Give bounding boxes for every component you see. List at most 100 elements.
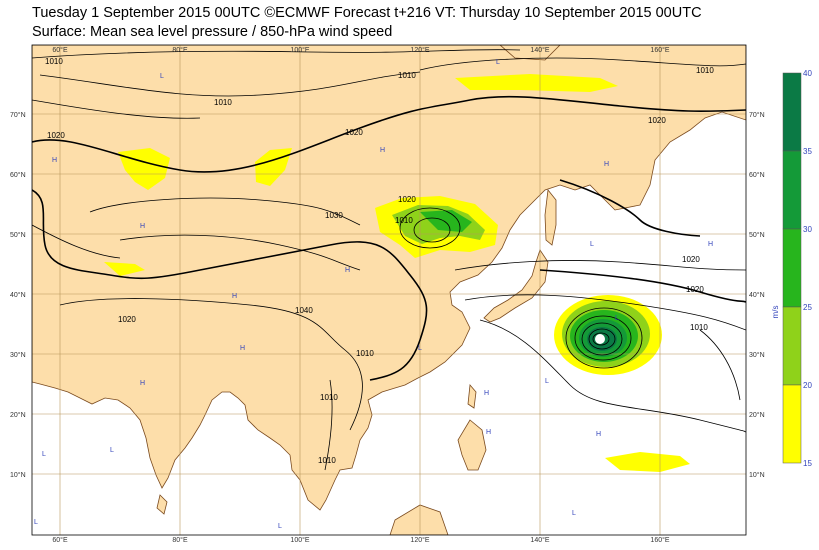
isobar-label: 1010 [398, 71, 416, 80]
japan-land [483, 249, 549, 323]
low-centre-marker: L [110, 447, 114, 454]
high-centre-marker: H [596, 431, 601, 438]
high-centre-marker: H [484, 390, 489, 397]
isobar-label: 1010 [214, 98, 232, 107]
lat-label: 10°N [749, 471, 765, 479]
arctic-islands-land [499, 45, 561, 61]
low-centre-marker: L [496, 59, 500, 66]
isobar-label: 1020 [118, 315, 136, 324]
lon-label: 140°E [530, 46, 549, 54]
lat-label: 30°N [749, 351, 765, 359]
low-centre-marker: L [34, 519, 38, 526]
isobar-label: 1010 [696, 66, 714, 75]
map-frame [31, 44, 747, 536]
high-centre-marker: H [52, 157, 57, 164]
pressure-centres: H H H H H H H H H H H H L L L L L L L L … [34, 59, 713, 530]
low-centre-marker: L [418, 345, 422, 352]
isobar-label: 1020 [682, 255, 700, 264]
isobar-label: 1010 [690, 323, 708, 332]
isobar-label: 1020 [648, 116, 666, 125]
forecast-title: Tuesday 1 September 2015 00UTC ©ECMWF Fo… [32, 5, 702, 21]
high-centre-marker: H [232, 293, 237, 300]
high-centre-marker: H [380, 147, 385, 154]
low-centre-marker: L [278, 523, 282, 530]
colorbar-band [782, 384, 802, 464]
lat-label: 20°N [10, 411, 26, 419]
colorbar-tick-label: 15 [803, 459, 812, 468]
lat-label: 60°N [749, 171, 765, 179]
isobar-label: 1010 [320, 393, 338, 402]
high-centre-marker: H [345, 267, 350, 274]
lat-label: 70°N [10, 111, 26, 119]
colorbar-band [782, 72, 802, 152]
isobar-label: 1020 [398, 195, 416, 204]
lat-label: 10°N [10, 471, 26, 479]
high-centre-marker: H [708, 241, 713, 248]
borneo-land [389, 504, 449, 535]
isobar-label: 1010 [45, 57, 63, 66]
lat-label: 60°N [10, 171, 26, 179]
lon-label: 120°E [410, 536, 429, 544]
high-centre-marker: H [140, 380, 145, 387]
asia-land [32, 45, 746, 511]
srilanka-land [156, 494, 168, 515]
high-centre-marker: H [604, 161, 609, 168]
philippines-land [457, 419, 487, 471]
lon-label: 100°E [290, 46, 309, 54]
colorbar-tick-label: 35 [803, 147, 812, 156]
isobar-labels: 1010 1010 1010 1010 1020 1020 1020 1020 … [45, 57, 714, 465]
isobar-label: 1010 [395, 216, 413, 225]
lon-label: 60°E [52, 536, 68, 544]
high-centre-marker: H [240, 345, 245, 352]
wind-speed-colorbar: 40 35 30 25 20 15 [782, 69, 812, 468]
lon-label: 80°E [172, 536, 188, 544]
isobar-label: 1040 [295, 306, 313, 315]
lon-label: 140°E [530, 536, 549, 544]
colorbar-band [782, 306, 802, 386]
forecast-subtitle: Surface: Mean sea level pressure / 850-h… [32, 24, 393, 40]
lat-label: 50°N [10, 231, 26, 239]
colorbar-band [782, 150, 802, 230]
lon-label: 60°E [52, 46, 68, 54]
colorbar-band [782, 228, 802, 308]
colorbar-tick-label: 20 [803, 381, 812, 390]
lon-label: 160°E [650, 536, 669, 544]
high-centre-marker: H [486, 429, 491, 436]
isobar-label: 1010 [318, 456, 336, 465]
colorbar-tick-label: 30 [803, 225, 812, 234]
isobar-label: 1010 [356, 349, 374, 358]
lon-labels-bottom: 60°E 80°E 100°E 120°E 140°E 160°E [52, 536, 670, 544]
high-centre-marker: H [140, 223, 145, 230]
colorbar-tick-label: 40 [803, 69, 812, 78]
lat-label: 30°N [10, 351, 26, 359]
lat-labels-left: 70°N 60°N 50°N 40°N 30°N 20°N 10°N [10, 111, 26, 479]
low-centre-marker: L [590, 241, 594, 248]
typhoon-wind-rings [554, 295, 662, 375]
low-centre-marker: L [545, 378, 549, 385]
lon-labels-top: 60°E 80°E 100°E 120°E 140°E 160°E [52, 46, 670, 54]
lon-label: 160°E [650, 46, 669, 54]
isobar-label: 1020 [47, 131, 65, 140]
isobar-label: 1020 [686, 285, 704, 294]
lat-label: 50°N [749, 231, 765, 239]
isobars-1020 [32, 95, 746, 381]
sakhalin-land [544, 189, 557, 246]
taiwan-land [467, 384, 477, 409]
colorbar-unit-label: m/s [771, 306, 780, 319]
low-centre-marker: L [572, 510, 576, 517]
lat-label: 20°N [749, 411, 765, 419]
lat-label: 40°N [10, 291, 26, 299]
isobars [32, 49, 746, 471]
low-centre-marker: L [42, 451, 46, 458]
lon-label: 80°E [172, 46, 188, 54]
lat-label: 40°N [749, 291, 765, 299]
lon-label: 100°E [290, 536, 309, 544]
isobar-label: 1030 [325, 211, 343, 220]
lat-labels-right: 70°N 60°N 50°N 40°N 30°N 20°N 10°N [749, 111, 765, 479]
low-centre-marker: L [615, 315, 619, 322]
colorbar-tick-label: 25 [803, 303, 812, 312]
low-centre-marker: L [160, 73, 164, 80]
lon-label: 120°E [410, 46, 429, 54]
isobar-label: 1020 [345, 128, 363, 137]
